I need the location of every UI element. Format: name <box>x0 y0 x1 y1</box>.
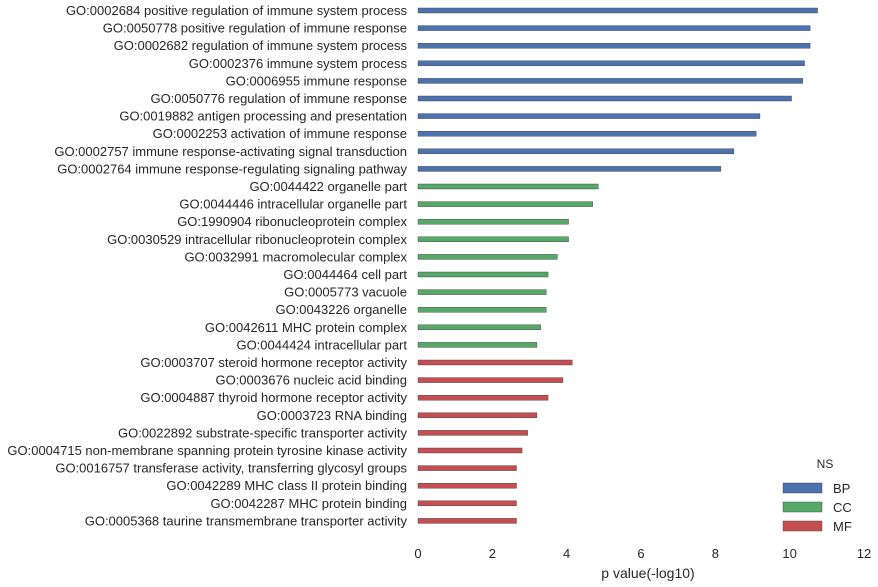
category-label-29: GO:0042287 MHC protein binding <box>210 496 407 511</box>
category-labels-group: GO:0002684 positive regulation of immune… <box>7 3 407 528</box>
legend-swatch-cc <box>782 501 823 513</box>
bar-22 <box>417 377 564 383</box>
category-label-24: GO:0003723 RNA binding <box>257 408 407 423</box>
category-label-16: GO:0044464 cell part <box>283 267 407 282</box>
category-label-22: GO:0003676 nucleic acid binding <box>215 373 407 388</box>
bar-18 <box>417 307 547 313</box>
bars-group <box>417 7 818 524</box>
bar-9 <box>417 148 735 155</box>
category-label-10: GO:0002764 immune response-regulating si… <box>57 161 407 176</box>
x-tick-label-10: 10 <box>782 546 796 561</box>
category-label-21: GO:0003707 steroid hormone receptor acti… <box>140 355 407 370</box>
bar-25 <box>417 430 528 436</box>
category-label-13: GO:1990904 ribonucleoprotein complex <box>177 214 407 229</box>
bar-29 <box>417 500 517 506</box>
bar-19 <box>417 324 541 330</box>
bar-24 <box>417 412 538 418</box>
bar-11 <box>417 183 599 190</box>
category-label-25: GO:0022892 substrate-specific transporte… <box>118 425 408 440</box>
x-axis-label: p value(-log10) <box>601 565 694 581</box>
legend-title: NS <box>817 457 834 471</box>
category-label-1: GO:0002684 positive regulation of immune… <box>66 3 408 18</box>
x-tick-label-8: 8 <box>712 546 719 561</box>
category-label-23: GO:0004887 thyroid hormone receptor acti… <box>140 390 407 405</box>
category-label-19: GO:0042611 MHC protein complex <box>205 320 408 335</box>
bar-16 <box>417 271 549 278</box>
bar-20 <box>417 342 538 348</box>
legend-label-bp: BP <box>833 481 850 496</box>
category-label-7: GO:0019882 antigen processing and presen… <box>119 109 407 124</box>
bar-26 <box>417 447 523 454</box>
category-label-15: GO:0032991 macromolecular complex <box>184 249 407 264</box>
category-label-28: GO:0042289 MHC class II protein binding <box>166 478 407 493</box>
bar-7 <box>417 113 761 119</box>
category-label-17: GO:0005773 vacuole <box>284 285 407 300</box>
x-tick-label-4: 4 <box>563 546 570 561</box>
category-label-20: GO:0044424 intracellular part <box>236 337 407 352</box>
bar-6 <box>417 95 792 102</box>
bar-21 <box>417 359 573 366</box>
category-label-9: GO:0002757 immune response-activating si… <box>54 144 407 159</box>
category-label-6: GO:0050776 regulation of immune response <box>150 91 407 106</box>
category-label-27: GO:0016757 transferase activity, transfe… <box>55 461 407 476</box>
x-tick-label-2: 2 <box>489 546 496 561</box>
bar-15 <box>417 254 558 260</box>
legend: NS BP CC MF <box>782 457 852 534</box>
legend-swatch-mf <box>782 520 823 532</box>
bar-3 <box>417 43 811 49</box>
category-label-11: GO:0044422 organelle part <box>249 179 407 194</box>
legend-label-mf: MF <box>833 519 852 534</box>
category-label-4: GO:0002376 immune system process <box>189 56 408 71</box>
category-label-3: GO:0002682 regulation of immune system p… <box>114 38 408 53</box>
category-label-14: GO:0030529 intracellular ribonucleoprote… <box>107 232 407 247</box>
bar-8 <box>417 130 757 137</box>
bar-23 <box>417 395 549 401</box>
category-label-2: GO:0050778 positive regulation of immune… <box>103 21 407 36</box>
bar-13 <box>417 218 569 225</box>
bar-30 <box>417 518 517 524</box>
bar-17 <box>417 289 547 295</box>
bar-1 <box>417 7 818 14</box>
bar-27 <box>417 465 517 471</box>
category-label-26: GO:0004715 non-membrane spanning protein… <box>7 443 407 458</box>
legend-label-cc: CC <box>833 500 852 515</box>
category-label-8: GO:0002253 activation of immune response <box>153 126 407 141</box>
category-label-18: GO:0043226 organelle <box>275 302 407 317</box>
x-axis-ticks-group: 0 2 4 6 8 10 12 <box>414 546 871 561</box>
bar-2 <box>417 25 811 31</box>
category-label-12: GO:0044446 intracellular organelle part <box>179 197 407 212</box>
category-label-30: GO:0005368 taurine transmembrane transpo… <box>85 513 408 528</box>
category-label-5: GO:0006955 immune response <box>226 73 407 88</box>
bar-10 <box>417 166 722 172</box>
x-tick-label-12: 12 <box>857 546 871 561</box>
bar-5 <box>417 78 803 84</box>
bar-28 <box>417 483 517 489</box>
x-tick-label-6: 6 <box>637 546 644 561</box>
bar-4 <box>417 60 805 66</box>
x-tick-label-0: 0 <box>414 546 421 561</box>
bar-12 <box>417 201 593 207</box>
bar-14 <box>417 236 569 243</box>
legend-swatch-bp <box>782 482 823 494</box>
